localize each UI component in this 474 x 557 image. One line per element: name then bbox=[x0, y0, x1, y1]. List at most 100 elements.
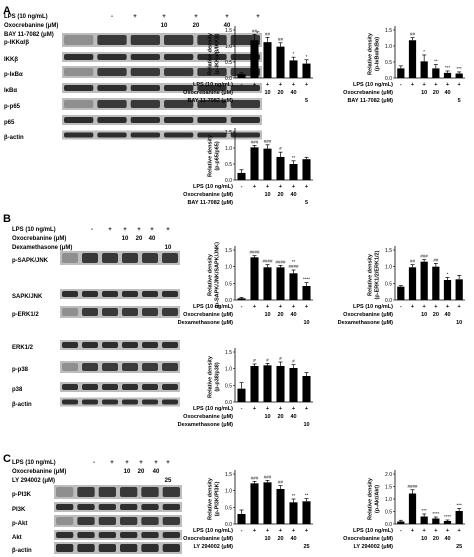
treatment-value: + bbox=[266, 528, 269, 534]
treatment-value: + bbox=[423, 82, 426, 88]
blot-band bbox=[77, 487, 95, 497]
blot-label: PI3K bbox=[12, 507, 26, 513]
treatment-value: + bbox=[458, 528, 461, 534]
significance-mark: #### bbox=[275, 259, 286, 264]
treatment-value: + bbox=[434, 528, 437, 534]
blot-band bbox=[197, 85, 227, 91]
blot-band bbox=[122, 384, 138, 390]
treatment-value: 10 bbox=[264, 90, 270, 96]
significance-mark: # bbox=[266, 357, 269, 362]
blot-strip bbox=[62, 83, 262, 93]
treatment-label: Oxocrebanine (μM) bbox=[12, 469, 66, 475]
blot-band bbox=[197, 100, 227, 108]
treatment-value: + bbox=[434, 82, 437, 88]
significance-mark: ** bbox=[292, 493, 296, 498]
y-tick-label: 1.0 bbox=[225, 367, 232, 373]
y-axis-label-line: (p-ERK1/2/ERK1/2) bbox=[375, 250, 381, 299]
blot-band bbox=[62, 384, 78, 390]
treatment-label: LPS (10 ng/mL) bbox=[353, 304, 393, 310]
treatment-label: LPS (10 ng/mL) bbox=[193, 82, 233, 88]
blot-band bbox=[82, 342, 98, 348]
treatment-value: 40 bbox=[444, 90, 450, 96]
treatment-label: Dexamethasone (μM) bbox=[338, 320, 393, 326]
significance-mark: ## bbox=[252, 28, 258, 33]
treatment-value: 10 bbox=[124, 469, 131, 475]
blot-label: p-Akt bbox=[12, 521, 27, 527]
blot-label: p38 bbox=[12, 387, 23, 393]
significance-mark: ### bbox=[264, 139, 272, 144]
blot-band bbox=[97, 132, 127, 138]
blot-band bbox=[102, 363, 118, 371]
blot-band bbox=[162, 384, 178, 390]
treatment-value: + bbox=[253, 528, 256, 534]
y-tick-label: 0.0 bbox=[225, 298, 232, 304]
blot-band bbox=[122, 308, 138, 316]
treatment-value: + bbox=[125, 460, 129, 466]
blot-strip bbox=[54, 530, 182, 540]
treatment-value: + bbox=[253, 406, 256, 412]
bar bbox=[263, 482, 272, 524]
blot-band bbox=[130, 35, 160, 45]
treatment-value: 20 bbox=[136, 236, 143, 242]
bar bbox=[302, 159, 311, 180]
treatment-label: BAY 11-7082 (μM) bbox=[187, 98, 233, 104]
treatment-value: 40 bbox=[290, 414, 296, 420]
blot-band bbox=[56, 487, 74, 497]
blot-band bbox=[130, 132, 160, 138]
y-tick-label: 1.0 bbox=[385, 265, 392, 271]
treatment-value: 20 bbox=[138, 469, 145, 475]
y-axis-label: Relative density (p-p65/p65) bbox=[208, 134, 221, 177]
blot-band bbox=[197, 54, 227, 60]
blot-band bbox=[62, 342, 78, 348]
treatment-value: 5 bbox=[305, 98, 308, 104]
panel-letter-a: A bbox=[3, 5, 11, 17]
y-tick-label: 1.5 bbox=[225, 472, 232, 478]
treatment-value: 20 bbox=[193, 23, 200, 29]
blot-label: β-actin bbox=[4, 135, 24, 141]
y-axis-label-line: Relative density bbox=[208, 32, 214, 75]
blot-band bbox=[142, 291, 158, 297]
blot-band bbox=[102, 308, 118, 316]
blot-band bbox=[162, 291, 178, 297]
y-tick-label: 0.5 bbox=[225, 60, 232, 66]
treatment-value: 40 bbox=[444, 312, 450, 318]
blot-band bbox=[162, 544, 180, 552]
significance-mark: # bbox=[279, 146, 282, 151]
y-tick-label: 0.5 bbox=[225, 281, 232, 287]
bar bbox=[408, 493, 417, 524]
treatment-value: + bbox=[292, 184, 295, 190]
blot-band bbox=[77, 517, 95, 525]
bar bbox=[443, 72, 452, 78]
treatment-value: + bbox=[256, 14, 260, 20]
treatment-value: - bbox=[400, 304, 402, 310]
y-tick-label: 0.0 bbox=[225, 522, 232, 528]
treatment-value: 20 bbox=[277, 414, 283, 420]
significance-mark: **** bbox=[303, 277, 310, 282]
y-axis-label-line: Relative density bbox=[208, 355, 214, 398]
blot-band bbox=[98, 544, 116, 552]
blot-strip bbox=[60, 289, 180, 299]
y-tick-label: 0.5 bbox=[225, 383, 232, 389]
blot-band bbox=[97, 85, 127, 91]
y-axis-label-line: (p-PI3K/PI3K) bbox=[215, 481, 221, 516]
treatment-value: - bbox=[400, 528, 402, 534]
significance-mark: * bbox=[293, 51, 295, 56]
treatment-value: 10 bbox=[264, 536, 270, 542]
blot-band bbox=[102, 384, 118, 390]
treatment-value: + bbox=[225, 14, 229, 20]
treatment-value: + bbox=[139, 460, 143, 466]
significance-mark: ** bbox=[305, 493, 309, 498]
treatment-label: Oxocrebanine (μM) bbox=[343, 312, 393, 318]
y-tick-label: 0.0 bbox=[385, 298, 392, 304]
significance-mark: ### bbox=[264, 474, 272, 479]
y-axis-label-line: Relative density bbox=[208, 477, 214, 520]
treatment-value: - bbox=[241, 304, 243, 310]
bar bbox=[237, 514, 246, 524]
y-axis-label: Relative density (p-IκBα/IκBα) bbox=[368, 32, 381, 75]
blot-band bbox=[102, 342, 118, 348]
treatment-label: LPS (10 ng/mL) bbox=[12, 460, 56, 466]
treatment-value: + bbox=[279, 304, 282, 310]
treatment-value: 20 bbox=[433, 90, 439, 96]
treatment-label: LPS (10 ng/mL) bbox=[193, 184, 233, 190]
treatment-value: 40 bbox=[290, 192, 296, 198]
